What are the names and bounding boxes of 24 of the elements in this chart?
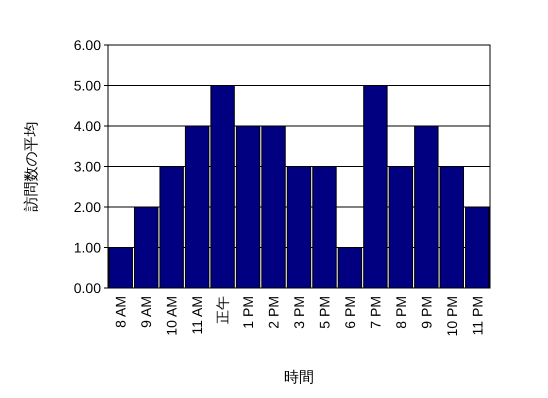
x-tick-label: 2 PM <box>266 296 282 329</box>
x-tick-label: 11 AM <box>189 296 206 335</box>
x-tick-label: 7 PM <box>367 296 384 329</box>
x-tick-label: 11 PM <box>469 296 486 336</box>
x-tick-label: 5 PM <box>316 296 332 329</box>
x-tick-label: 6 PM <box>342 296 358 329</box>
x-tick-label: 3 PM <box>291 296 307 329</box>
y-tick-label: 6.00 <box>74 37 102 53</box>
y-tick-label: 4.00 <box>74 118 102 134</box>
y-tick-label: 0.00 <box>74 280 102 296</box>
x-tick-label: 正午 <box>214 296 231 324</box>
y-tick-label: 3.00 <box>74 158 102 174</box>
x-tick-label: 8 PM <box>392 296 409 329</box>
x-axis-title: 時間 <box>284 369 314 386</box>
x-tick-label: 10 AM <box>164 296 180 336</box>
x-tick-label: 1 PM <box>240 296 256 329</box>
y-axis-title: 訪問数の平均 <box>23 122 40 212</box>
x-tick-label: 8 AM <box>112 296 129 328</box>
y-tick-label: 1.00 <box>74 240 102 256</box>
y-tick-label: 5.00 <box>74 78 102 94</box>
y-tick-label: 2.00 <box>74 199 102 215</box>
x-tick-label: 10 PM <box>444 296 460 336</box>
x-tick-label: 9 PM <box>418 296 434 329</box>
x-tick-label: 9 AM <box>138 296 154 328</box>
